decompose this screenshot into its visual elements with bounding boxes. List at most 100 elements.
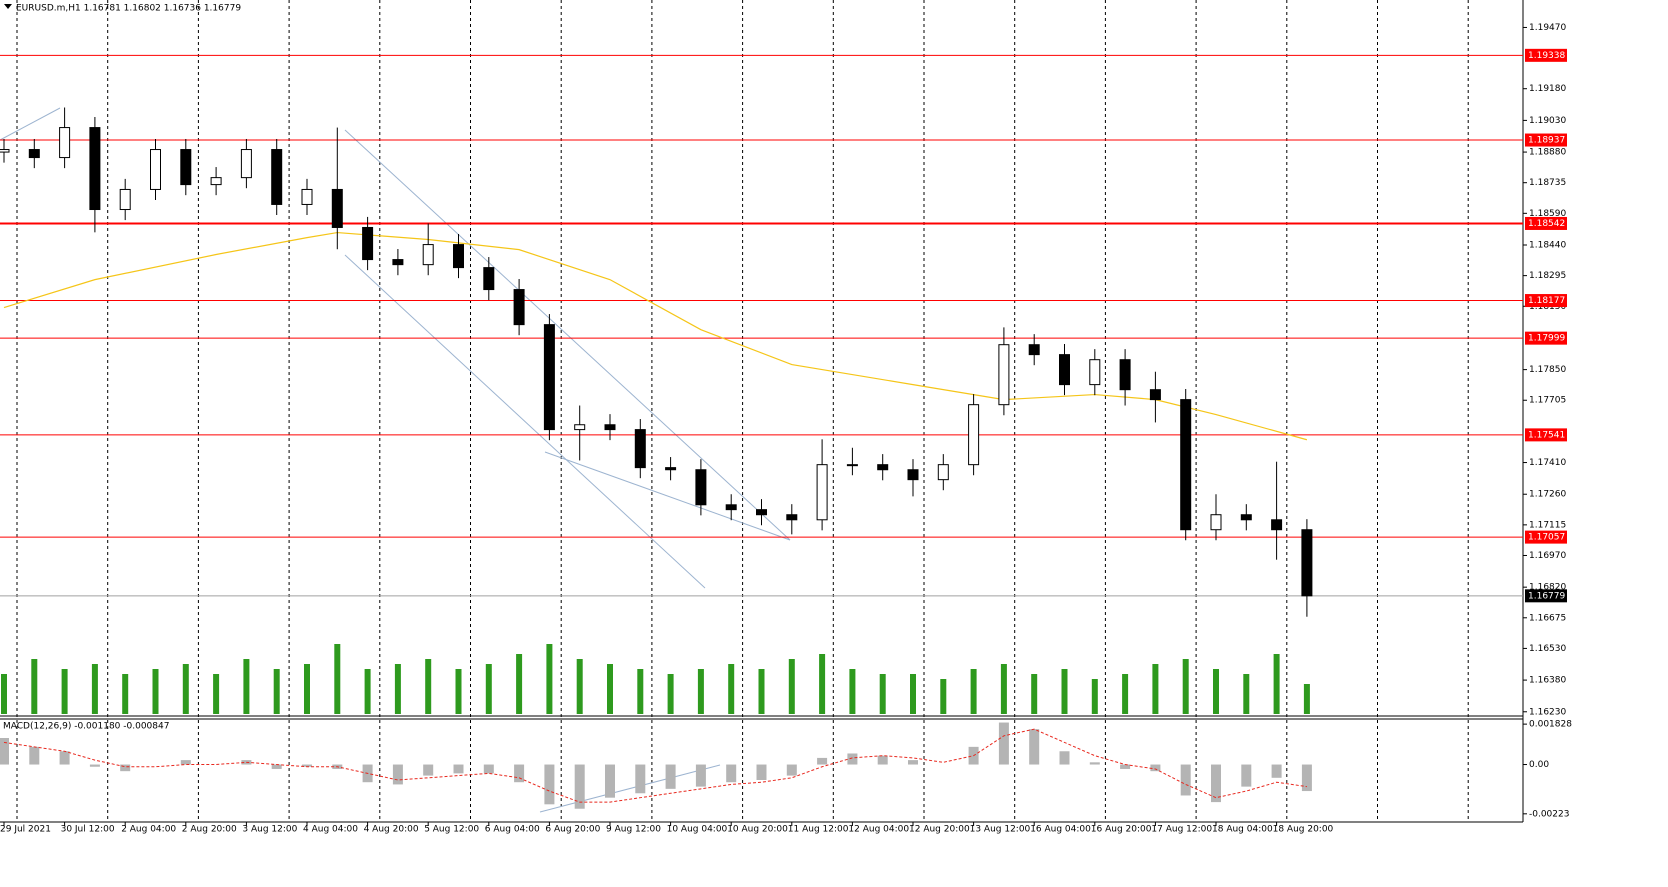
- y-tick-label: 1.18880: [1529, 148, 1566, 158]
- candle-body: [1210, 514, 1222, 531]
- macd-bar: [0, 738, 9, 765]
- macd-y-tick-label: 0.00: [1529, 760, 1549, 770]
- candle-body: [513, 289, 525, 326]
- volume-bar: [637, 669, 644, 714]
- x-tick-label: 18 Aug 04:00: [1212, 825, 1273, 835]
- macd-bar: [514, 764, 525, 783]
- level-label-box: [1525, 331, 1567, 345]
- macd-bar: [120, 764, 131, 772]
- x-tick-label: 30 Jul 12:00: [61, 825, 115, 835]
- candle-body: [392, 259, 404, 266]
- macd-bar: [877, 755, 888, 765]
- volume-bar: [213, 674, 220, 714]
- macd-bar: [605, 764, 615, 798]
- x-tick-label: 16 Aug 04:00: [1030, 825, 1091, 835]
- macd-bar: [453, 764, 464, 774]
- y-tick-label: 1.19180: [1529, 84, 1566, 94]
- volume-bar: [425, 659, 432, 714]
- channel-line: [344, 254, 706, 589]
- y-tick-label: 1.16380: [1529, 676, 1566, 686]
- macd-bar: [29, 746, 40, 765]
- volume-bar: [455, 669, 462, 714]
- volume-bar: [607, 664, 613, 714]
- volume-bar: [61, 669, 68, 714]
- level-label-box: [1525, 133, 1567, 147]
- current-price-label: 1.16779: [1528, 591, 1565, 601]
- candle-body: [665, 467, 677, 471]
- volume-bar: [304, 664, 310, 714]
- macd-bar: [1301, 764, 1312, 792]
- volume-bar: [576, 659, 583, 714]
- x-tick-label: 17 Aug 12:00: [1151, 825, 1212, 835]
- macd-bar: [1120, 764, 1131, 769]
- candle-body: [362, 226, 374, 261]
- volume-bar: [1273, 654, 1280, 714]
- macd-bar: [998, 722, 1009, 765]
- level-label: 1.17541: [1528, 430, 1565, 440]
- candle-body: [453, 244, 464, 269]
- x-tick-label: 6 Aug 04:00: [485, 825, 540, 835]
- macd-bar: [1271, 764, 1282, 778]
- volume-bar: [1182, 659, 1189, 714]
- candle-body: [28, 149, 40, 159]
- candle-body: [604, 424, 616, 431]
- volume-bar: [122, 674, 129, 714]
- level-label-box: [1525, 428, 1567, 442]
- volume-bar: [879, 674, 886, 714]
- y-tick-label: 1.18735: [1529, 178, 1566, 188]
- candle-body: [301, 188, 313, 205]
- level-label: 1.18542: [1528, 219, 1565, 229]
- x-tick-label: 18 Aug 20:00: [1273, 825, 1334, 835]
- candle-body: [634, 429, 646, 469]
- x-tick-label: 4 Aug 04:00: [303, 825, 358, 835]
- candle-body: [1271, 519, 1283, 531]
- macd-bar: [695, 764, 706, 787]
- candle-body: [59, 127, 71, 159]
- macd-bar: [1150, 764, 1161, 772]
- volume-bar: [516, 654, 523, 714]
- candle-body: [180, 149, 192, 186]
- volume-bar: [1031, 674, 1038, 714]
- volume-bar: [1000, 664, 1007, 714]
- candle-body: [574, 424, 586, 431]
- volume-bar: [1, 674, 7, 714]
- macd-bar: [1241, 764, 1252, 787]
- volume-bar: [152, 669, 159, 714]
- volume-bar: [1122, 674, 1129, 714]
- candle-body: [816, 464, 828, 521]
- x-tick-label: 12 Aug 04:00: [848, 825, 909, 835]
- day-separators: [16, 0, 1469, 822]
- macd-bar: [483, 764, 494, 774]
- volume-bar: [182, 664, 189, 714]
- volume-bar: [91, 664, 98, 714]
- y-tick-label: 1.17705: [1529, 396, 1566, 406]
- macd-title: MACD(12,26,9) -0.001180 -0.000847: [3, 722, 169, 732]
- volume-bar: [1213, 669, 1219, 714]
- macd-bar: [544, 764, 555, 805]
- volume-bar: [31, 659, 38, 714]
- level-label: 1.18937: [1528, 136, 1565, 146]
- candle-body: [1089, 359, 1101, 386]
- candle-body: [937, 464, 949, 481]
- macd-bar: [59, 751, 70, 765]
- volume-bar: [1152, 664, 1159, 714]
- macd-bar: [665, 764, 676, 789]
- candle-body: [89, 127, 101, 211]
- macd-bar: [756, 764, 767, 781]
- volume-bar: [273, 669, 280, 714]
- macd-bar: [908, 760, 918, 765]
- macd-bar: [635, 764, 646, 794]
- volume-bar: [728, 664, 735, 714]
- volume-bar: [243, 659, 250, 714]
- y-tick-label: 1.17410: [1529, 458, 1566, 468]
- candle-body: [271, 149, 283, 205]
- macd-bar: [271, 764, 282, 769]
- volume-bar: [758, 669, 765, 714]
- symbol-arrow: [4, 4, 12, 9]
- volume-bar: [819, 654, 826, 714]
- x-tick-label: 29 Jul 2021: [0, 825, 51, 835]
- candle-body: [1149, 389, 1161, 401]
- macd-bar: [180, 760, 191, 765]
- macd-y-tick-label: 0.001828: [1529, 720, 1572, 730]
